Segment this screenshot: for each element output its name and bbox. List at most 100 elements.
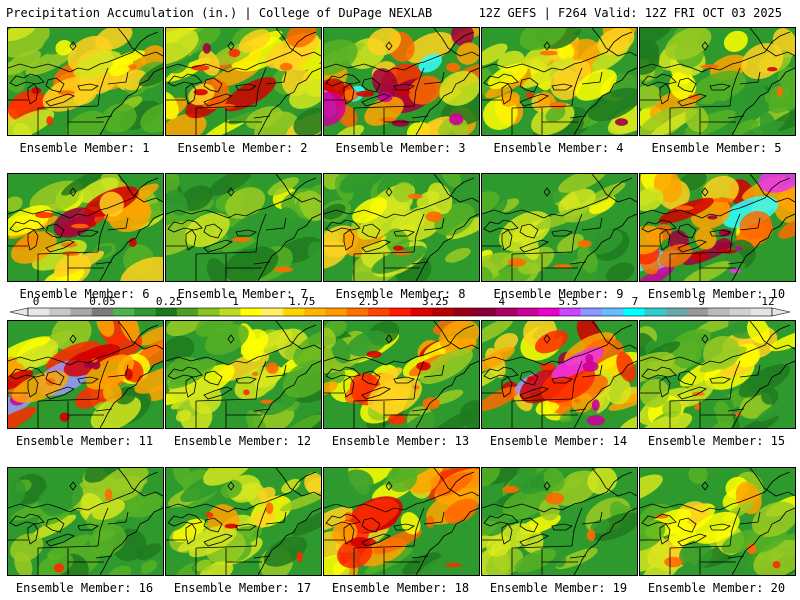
member-label: Ensemble Member: 3 — [335, 141, 466, 155]
colorbar-segment — [70, 308, 93, 316]
colorbar-tick-label: 1.75 — [289, 296, 316, 308]
station-marker-icon — [227, 187, 235, 197]
colorbar-segment — [198, 308, 220, 316]
colorbar-segment — [155, 308, 178, 316]
colorbar-tick-label: 0 — [33, 296, 40, 308]
member-label: Ensemble Member: 17 — [173, 581, 312, 595]
colorbar-segment — [750, 308, 773, 316]
colorbar-right-arrow — [771, 307, 791, 317]
member-label: Ensemble Member: 9 — [493, 287, 624, 301]
header-run-valid: 12Z GEFS | F264 Valid: 12Z FRI OCT 03 20… — [478, 6, 782, 20]
colorbar-tick-label: 12 — [761, 296, 774, 308]
colorbar-segment — [91, 308, 114, 316]
precip-map — [8, 28, 163, 135]
colorbar-tick-label: 7 — [632, 296, 639, 308]
member-map-panel — [639, 173, 796, 282]
member-label: Ensemble Member: 15 — [647, 434, 786, 448]
member-label: Ensemble Member: 4 — [493, 141, 624, 155]
member-label: Ensemble Member: 19 — [489, 581, 628, 595]
colorbar-tick-label: 4 — [498, 296, 505, 308]
member-map-panel — [165, 467, 322, 576]
colorbar-segment — [623, 308, 645, 316]
colorbar-segment — [219, 308, 241, 316]
member-map-panel — [639, 320, 796, 429]
colorbar-segment — [580, 308, 603, 316]
colorbar-segment — [708, 308, 730, 316]
member-map-panel — [165, 27, 322, 136]
station-marker-icon — [385, 41, 393, 51]
colorbar-segment — [686, 308, 709, 316]
precip-map — [324, 468, 479, 575]
colorbar-segment — [601, 308, 624, 316]
precip-map — [482, 321, 637, 428]
member-label: Ensemble Member: 20 — [647, 581, 786, 595]
colorbar-tick-label: 1 — [232, 296, 239, 308]
colorbar-tick-label: 5.5 — [558, 296, 578, 308]
colorbar-tick-label: 0.25 — [156, 296, 183, 308]
colorbar-segment — [304, 308, 326, 316]
precip-map — [166, 321, 321, 428]
station-marker-icon — [227, 41, 235, 51]
colorbar-segment — [261, 308, 284, 316]
member-map-panel — [481, 27, 638, 136]
colorbar-tick-label: 9 — [698, 296, 705, 308]
colorbar-segment — [134, 308, 156, 316]
station-marker-icon — [385, 187, 393, 197]
member-map-panel — [165, 320, 322, 429]
member-label: Ensemble Member: 7 — [177, 287, 308, 301]
station-marker-icon — [543, 481, 551, 491]
station-marker-icon — [69, 41, 77, 51]
colorbar-segment — [325, 308, 348, 316]
member-label: Ensemble Member: 8 — [335, 287, 466, 301]
member-map-panel — [323, 27, 480, 136]
member-map-panel — [323, 173, 480, 282]
station-marker-icon — [385, 334, 393, 344]
member-map-panel — [165, 173, 322, 282]
member-map-panel — [481, 320, 638, 429]
colorbar-segment — [240, 308, 263, 316]
member-map-panel — [481, 467, 638, 576]
station-marker-icon — [543, 41, 551, 51]
colorbar-segment — [431, 308, 454, 316]
station-marker-icon — [227, 481, 235, 491]
precip-map — [324, 28, 479, 135]
precip-map — [640, 174, 795, 281]
colorbar-segment — [559, 308, 581, 316]
station-marker-icon — [701, 41, 709, 51]
precip-map — [482, 174, 637, 281]
member-label: Ensemble Member: 10 — [647, 287, 786, 301]
colorbar-segment — [729, 308, 752, 316]
colorbar: 0 0.05 0.25 1 1.75 2.5 3.25 4 5.5 7 9 12 — [9, 296, 791, 317]
member-map-panel — [7, 27, 164, 136]
precip-map — [482, 28, 637, 135]
precip-map — [8, 174, 163, 281]
station-marker-icon — [701, 187, 709, 197]
station-marker-icon — [69, 334, 77, 344]
precip-map — [8, 468, 163, 575]
member-label: Ensemble Member: 6 — [19, 287, 150, 301]
colorbar-segment — [346, 308, 369, 316]
member-map-panel — [481, 173, 638, 282]
precip-map — [8, 321, 163, 428]
colorbar-segment — [665, 308, 688, 316]
member-label: Ensemble Member: 11 — [15, 434, 154, 448]
header-title: Precipitation Accumulation (in.) | Colle… — [6, 6, 433, 20]
precip-map — [482, 468, 637, 575]
colorbar-segment — [28, 308, 50, 316]
member-label: Ensemble Member: 1 — [19, 141, 150, 155]
station-marker-icon — [543, 334, 551, 344]
colorbar-segment — [538, 308, 560, 316]
precip-map — [324, 174, 479, 281]
member-map-panel — [639, 27, 796, 136]
colorbar-segment — [113, 308, 135, 316]
colorbar-segment — [368, 308, 390, 316]
station-marker-icon — [385, 481, 393, 491]
member-map-panel — [7, 173, 164, 282]
station-marker-icon — [69, 187, 77, 197]
member-map-panel — [323, 467, 480, 576]
member-map-panel — [7, 320, 164, 429]
member-label: Ensemble Member: 18 — [331, 581, 470, 595]
precip-map — [324, 321, 479, 428]
colorbar-segment — [410, 308, 433, 316]
station-marker-icon — [701, 481, 709, 491]
